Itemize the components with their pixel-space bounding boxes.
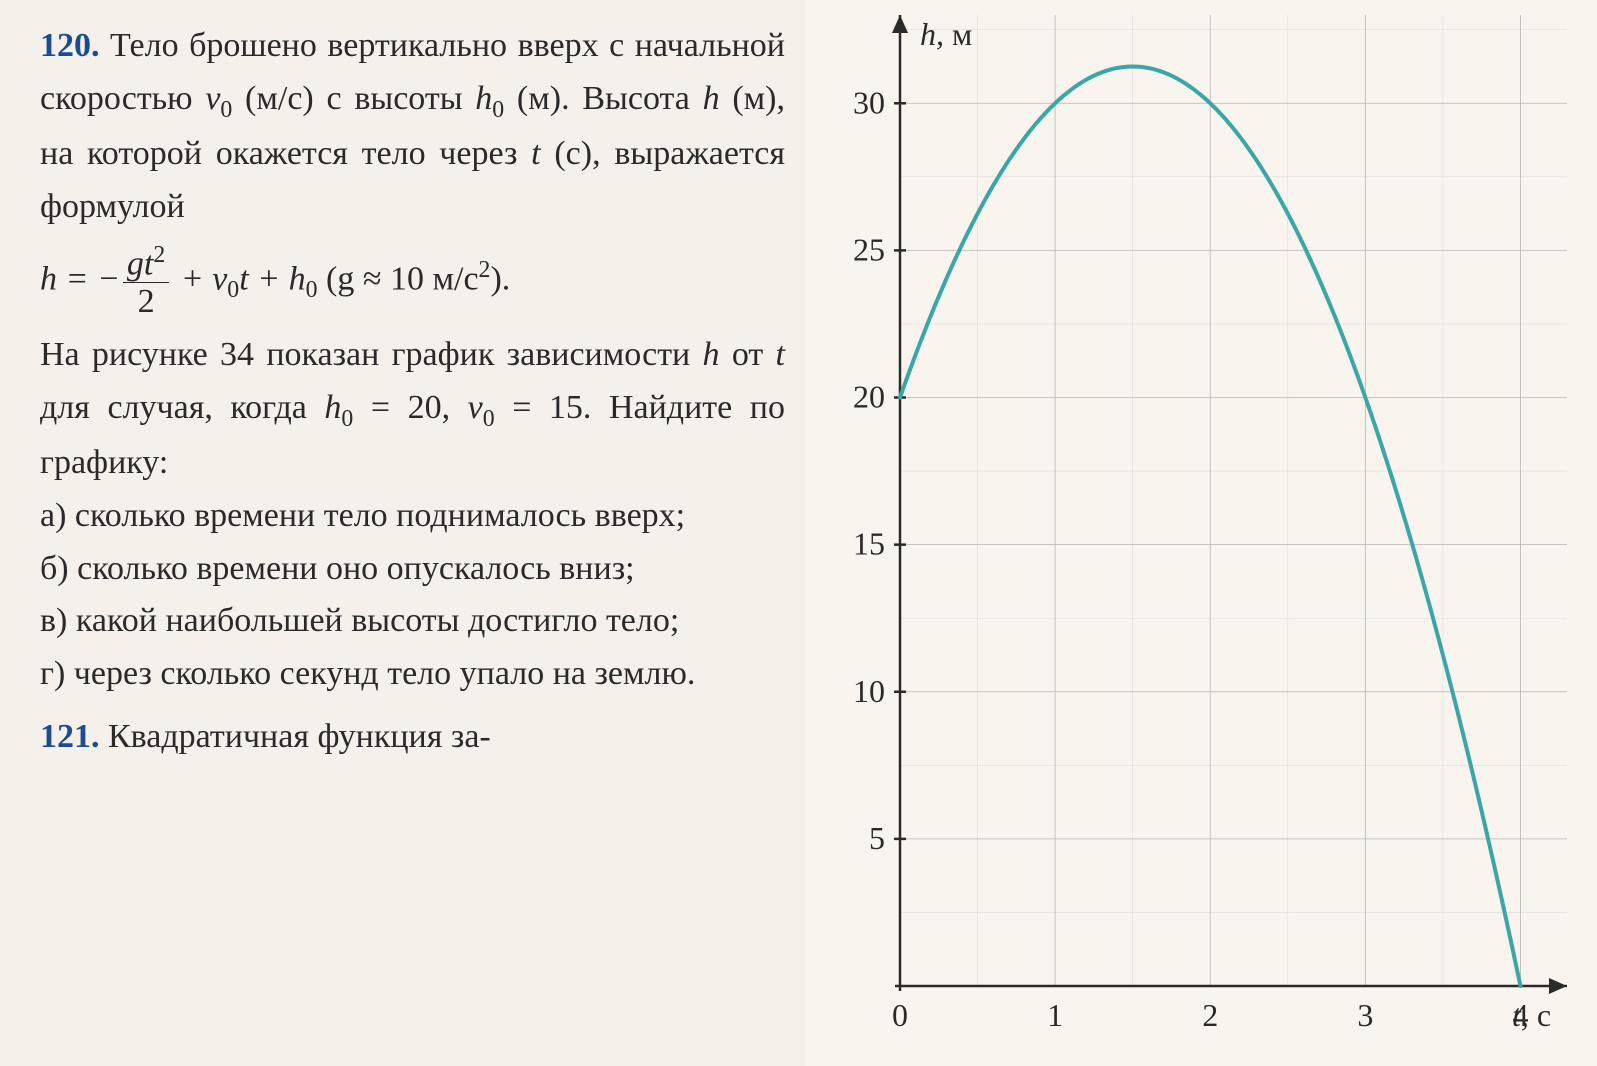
svg-text:10: 10 [853, 673, 885, 709]
frac-top-sq: 2 [153, 242, 165, 268]
svg-text:t, c: t, c [1512, 997, 1551, 1033]
text-8: для случая, когда [40, 389, 324, 426]
svg-text:2: 2 [1202, 997, 1218, 1033]
text-7: от [720, 336, 776, 373]
var-t: t [531, 135, 540, 172]
var-h0-sub: 0 [492, 96, 504, 122]
formula-r1: + v [172, 260, 227, 297]
frac-top: gt [127, 245, 153, 282]
var-h0: h [475, 80, 492, 117]
item-d: г) через сколько секунд тело упало на зе… [40, 648, 785, 701]
formula-r1-sub: 0 [227, 277, 239, 303]
var-v0: v [205, 80, 220, 117]
var-h0-2: h [324, 389, 341, 426]
frac-bot: 2 [123, 283, 169, 320]
next-problem-text: Квадратичная функция за- [100, 718, 491, 755]
svg-text:0: 0 [892, 997, 908, 1033]
formula-fraction: gt2 2 [123, 242, 169, 321]
svg-text:20: 20 [853, 379, 885, 415]
svg-text:1: 1 [1047, 997, 1063, 1033]
item-b: б) сколько времени оно опускалось вниз; [40, 543, 785, 596]
problem-body: 120. Тело брошено вертикально вверх с на… [40, 20, 785, 234]
item-c: в) какой наибольшей высоты достигло тело… [40, 595, 785, 648]
var-h-2: h [703, 336, 720, 373]
var-h: h [703, 80, 720, 117]
svg-text:25: 25 [853, 231, 885, 267]
next-problem: 121. Квадратичная функция за- [40, 711, 785, 764]
text-3: (м). Высота [504, 80, 702, 117]
svg-text:15: 15 [853, 526, 885, 562]
svg-text:h, м: h, м [920, 16, 972, 52]
formula: h = −gt22 + v0t + h0 (g ≈ 10 м/с2). [40, 242, 785, 321]
text-9: = 20, [353, 389, 467, 426]
problem-body-2: На рисунке 34 показан график зависимости… [40, 329, 785, 490]
svg-text:3: 3 [1357, 997, 1373, 1033]
item-a: а) сколько времени тело поднималось ввер… [40, 490, 785, 543]
text-2: (м/с) с высоты [232, 80, 475, 117]
var-h0-2-sub: 0 [341, 405, 353, 431]
formula-r3: (g ≈ 10 м/с [318, 260, 479, 297]
formula-r2: t + h [239, 260, 305, 297]
var-v0-2: v [468, 389, 483, 426]
problem-text-column: 120. Тело брошено вертикально вверх с на… [0, 0, 805, 1066]
svg-text:30: 30 [853, 84, 885, 120]
formula-r4: ). [490, 260, 510, 297]
text-6: На рисунке 34 показан график зависимости [40, 336, 703, 373]
chart-column: 0123451015202530h, мt, c [805, 0, 1597, 1066]
next-problem-number: 121. [40, 718, 100, 755]
var-v0-2-sub: 0 [483, 405, 495, 431]
height-time-chart: 0123451015202530h, мt, c [805, 0, 1597, 1066]
svg-text:5: 5 [869, 820, 885, 856]
formula-r3-sup: 2 [479, 257, 491, 283]
problem-number: 120. [40, 27, 100, 64]
formula-left: h = − [40, 260, 120, 297]
var-t-2: t [776, 336, 785, 373]
formula-r2-sub: 0 [306, 277, 318, 303]
var-v0-sub: 0 [220, 96, 232, 122]
